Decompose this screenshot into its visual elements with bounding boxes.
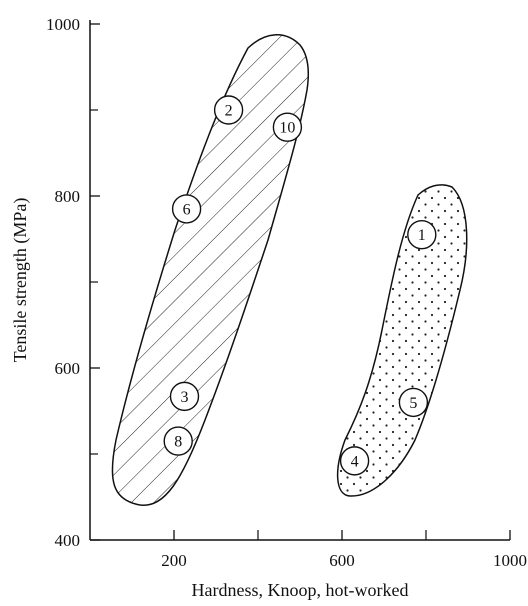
point-label: 4 xyxy=(351,453,359,470)
x-tick-label: 1000 xyxy=(493,551,527,570)
data-point: 1 xyxy=(407,219,437,250)
data-point: 8 xyxy=(163,426,193,456)
point-marker xyxy=(272,112,303,142)
data-point: 4 xyxy=(339,446,370,476)
point-marker xyxy=(171,194,202,224)
data-points: 2 10 6 3 8 1 5 4 xyxy=(163,95,437,476)
data-point: 10 xyxy=(272,112,303,142)
point-marker xyxy=(407,219,437,250)
point-marker xyxy=(163,426,193,456)
y-tick-label: 600 xyxy=(55,359,81,378)
point-label: 6 xyxy=(183,201,191,218)
y-tick-label: 1000 xyxy=(46,15,80,34)
data-point: 3 xyxy=(169,381,200,412)
point-label: 3 xyxy=(181,389,189,406)
point-label: 8 xyxy=(174,434,182,451)
point-label: 2 xyxy=(225,103,233,120)
point-marker xyxy=(398,387,429,418)
y-tick-label: 400 xyxy=(55,531,81,550)
point-marker xyxy=(339,446,370,476)
data-point: 2 xyxy=(213,95,244,125)
point-label: 5 xyxy=(409,395,417,412)
y-tick-label: 800 xyxy=(55,187,81,206)
x-tick-label: 600 xyxy=(329,551,355,570)
hatched-region xyxy=(111,34,310,506)
point-label: 1 xyxy=(418,227,426,244)
data-point: 6 xyxy=(171,194,202,224)
dotted-region xyxy=(336,184,468,497)
y-axis-title: Tensile strength (MPa) xyxy=(10,198,31,363)
x-tick-label: 200 xyxy=(161,551,187,570)
y-axis-ticks: 400 600 800 1000 xyxy=(46,15,100,550)
point-label: 10 xyxy=(279,120,295,137)
point-marker xyxy=(169,381,200,412)
data-point: 5 xyxy=(398,387,429,418)
x-axis-title: Hardness, Knoop, hot-worked xyxy=(192,580,409,600)
x-axis-ticks: 200 600 1000 xyxy=(161,530,527,570)
point-marker xyxy=(213,95,244,125)
